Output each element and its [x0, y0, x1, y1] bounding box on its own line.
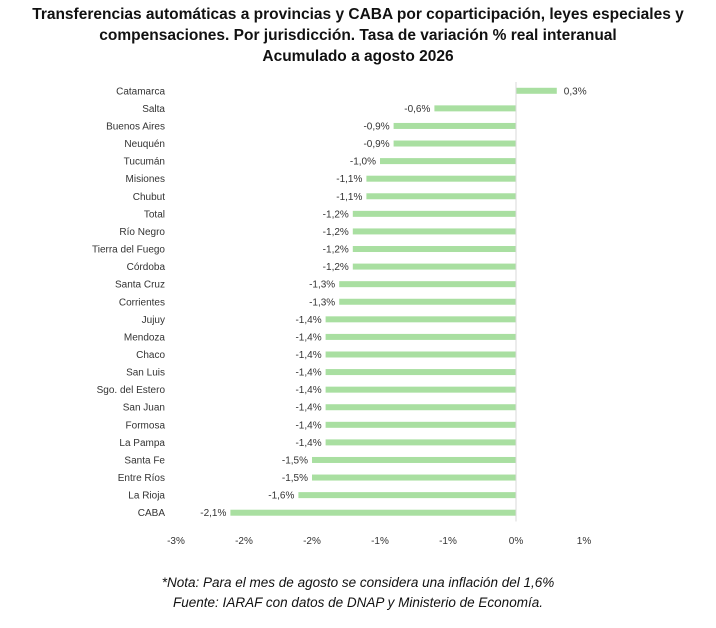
category-label-0: Catamarca	[116, 86, 165, 97]
data-label-4: -1,0%	[350, 157, 376, 168]
bar-12	[339, 298, 516, 305]
category-label-12: Corrientes	[119, 297, 165, 308]
data-label-15: -1,4%	[295, 350, 321, 361]
bar-5	[366, 175, 516, 182]
bar-16	[325, 369, 516, 376]
data-label-23: -1,6%	[268, 491, 294, 502]
data-label-1: -0,6%	[404, 104, 430, 115]
bar-19	[325, 421, 516, 428]
category-label-1: Salta	[142, 104, 165, 115]
category-label-24: CABA	[138, 508, 166, 519]
data-label-19: -1,4%	[295, 420, 321, 431]
bar-4	[380, 158, 516, 165]
bar-chart: Catamarca 0,3% Salta -0,6% Buenos Aires -0,9%…	[92, 82, 592, 547]
category-label-20: La Pampa	[119, 438, 165, 449]
category-label-7: Total	[144, 209, 165, 220]
data-label-0: 0,3%	[564, 86, 587, 97]
bar-7	[352, 210, 516, 217]
category-label-23: La Rioja	[128, 491, 165, 502]
data-label-20: -1,4%	[295, 438, 321, 449]
category-label-10: Córdoba	[127, 262, 166, 273]
category-label-2: Buenos Aires	[106, 121, 165, 132]
data-label-14: -1,4%	[295, 332, 321, 343]
x-tick-label-6: 1%	[577, 536, 592, 547]
bar-15	[325, 351, 516, 358]
data-label-10: -1,2%	[323, 262, 349, 273]
x-tick-label-3: -1%	[371, 536, 389, 547]
x-tick-label-1: -2%	[235, 536, 253, 547]
category-label-8: Río Negro	[119, 227, 165, 238]
category-label-15: Chaco	[136, 350, 165, 361]
bar-21	[312, 456, 516, 463]
data-label-3: -0,9%	[363, 139, 389, 150]
bar-14	[325, 333, 516, 340]
category-label-3: Neuquén	[124, 139, 165, 150]
bar-17	[325, 386, 516, 393]
category-label-5: Misiones	[126, 174, 165, 185]
data-label-11: -1,3%	[309, 280, 335, 291]
bar-6	[366, 193, 516, 200]
bar-1	[434, 105, 516, 112]
category-label-6: Chubut	[133, 192, 165, 203]
data-label-21: -1,5%	[282, 455, 308, 466]
category-label-17: Sgo. del Estero	[97, 385, 166, 396]
category-label-4: Tucumán	[124, 157, 165, 168]
data-label-16: -1,4%	[295, 368, 321, 379]
bar-24	[230, 509, 516, 516]
data-label-5: -1,1%	[336, 174, 362, 185]
bar-13	[325, 316, 516, 323]
x-tick-label-2: -2%	[303, 536, 321, 547]
source-note: Fuente: IARAF con datos de DNAP y Minist…	[173, 595, 543, 610]
category-label-9: Tierra del Fuego	[92, 245, 165, 256]
inflation-note: *Nota: Para el mes de agosto se consider…	[161, 575, 555, 590]
data-label-22: -1,5%	[282, 473, 308, 484]
bar-9	[352, 246, 516, 253]
category-label-13: Jujuy	[142, 315, 165, 326]
chart-title-line-3: Acumulado a agosto 2026	[262, 48, 454, 65]
data-label-7: -1,2%	[323, 209, 349, 220]
category-label-16: San Luis	[126, 368, 165, 379]
bar-2	[393, 122, 516, 129]
category-label-11: Santa Cruz	[115, 280, 165, 291]
data-label-24: -2,1%	[200, 508, 226, 519]
bar-8	[352, 228, 516, 235]
data-label-13: -1,4%	[295, 315, 321, 326]
data-label-2: -0,9%	[363, 121, 389, 132]
bar-20	[325, 439, 516, 446]
chart-title-line-1: Transferencias automáticas a provincias …	[32, 6, 684, 23]
bar-3	[393, 140, 516, 147]
category-label-18: San Juan	[123, 403, 165, 414]
chart-title: Transferencias automáticas a provincias …	[0, 4, 716, 67]
bar-23	[298, 492, 516, 499]
category-label-14: Mendoza	[124, 332, 166, 343]
category-label-22: Entre Ríos	[118, 473, 165, 484]
x-tick-label-5: 0%	[509, 536, 524, 547]
bar-11	[339, 281, 516, 288]
chart-notes: *Nota: Para el mes de agosto se consider…	[0, 573, 716, 613]
bar-10	[352, 263, 516, 270]
chart-title-line-2: compensaciones. Por jurisdicción. Tasa d…	[99, 27, 617, 44]
data-label-8: -1,2%	[323, 227, 349, 238]
bar-0	[516, 87, 557, 94]
data-label-6: -1,1%	[336, 192, 362, 203]
data-label-17: -1,4%	[295, 385, 321, 396]
bar-18	[325, 404, 516, 411]
category-label-21: Santa Fe	[124, 455, 165, 466]
bar-22	[312, 474, 516, 481]
data-label-9: -1,2%	[323, 245, 349, 256]
data-label-18: -1,4%	[295, 403, 321, 414]
x-tick-label-0: -3%	[167, 536, 185, 547]
data-label-12: -1,3%	[309, 297, 335, 308]
x-tick-label-4: -1%	[439, 536, 457, 547]
category-label-19: Formosa	[126, 420, 166, 431]
